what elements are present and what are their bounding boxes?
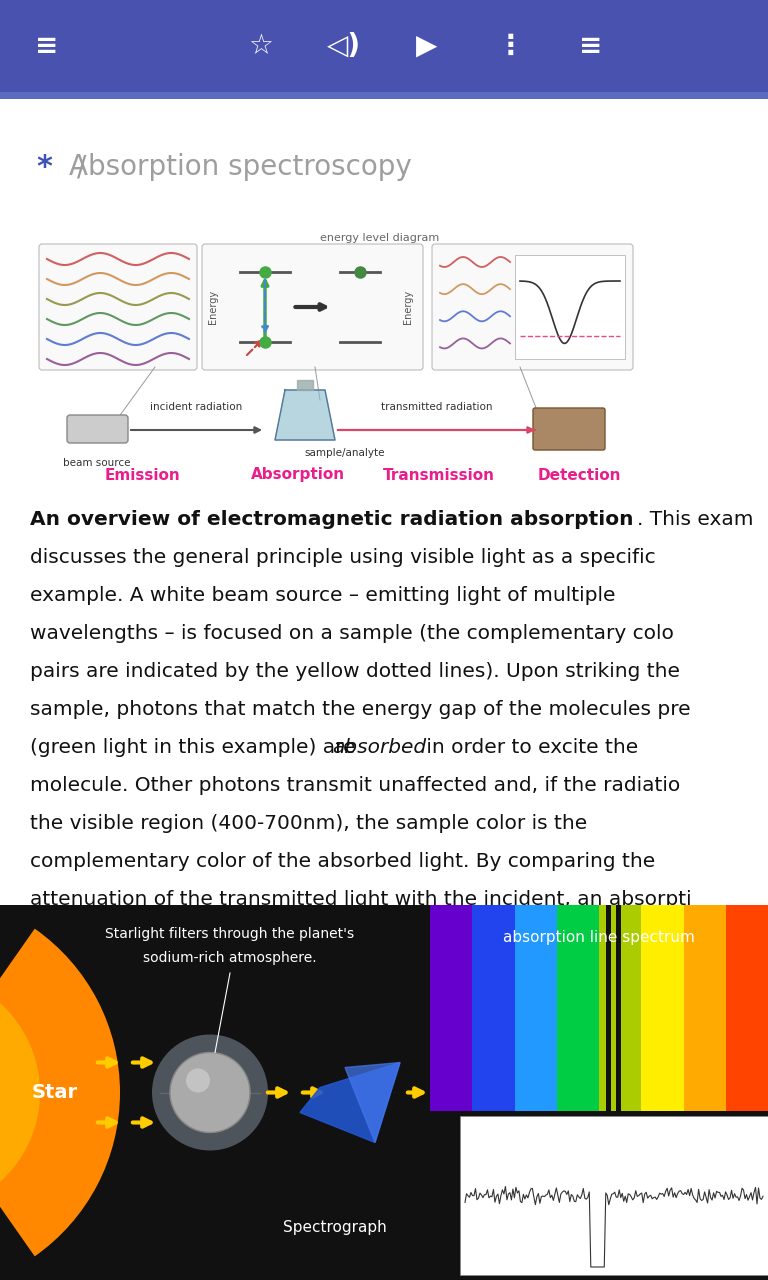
Text: ⋮: ⋮ xyxy=(496,32,524,60)
Wedge shape xyxy=(0,929,120,1257)
Polygon shape xyxy=(300,1062,400,1143)
Circle shape xyxy=(186,1069,210,1093)
Text: ≡: ≡ xyxy=(579,32,603,60)
FancyBboxPatch shape xyxy=(67,415,128,443)
Text: ◁): ◁) xyxy=(327,32,361,60)
Bar xyxy=(606,905,611,1111)
Text: example. A white beam source – emitting light of multiple: example. A white beam source – emitting … xyxy=(30,586,615,605)
Text: incident radiation: incident radiation xyxy=(150,402,242,412)
Text: sodium-rich atmosphere.: sodium-rich atmosphere. xyxy=(143,951,317,965)
Text: *: * xyxy=(36,152,52,182)
Text: in order to excite the: in order to excite the xyxy=(420,739,638,756)
Text: ▶: ▶ xyxy=(416,32,438,60)
Text: Absorption spectroscopy: Absorption spectroscopy xyxy=(68,154,412,180)
Bar xyxy=(0,0,768,92)
Text: Detection: Detection xyxy=(538,467,621,483)
FancyBboxPatch shape xyxy=(202,244,423,370)
Text: the visible region (400-700nm), the sample color is the: the visible region (400-700nm), the samp… xyxy=(30,814,588,833)
Text: absorption line spectrum: absorption line spectrum xyxy=(503,931,695,945)
Bar xyxy=(430,905,472,1111)
Bar xyxy=(515,905,557,1111)
Bar xyxy=(515,255,625,358)
Text: absorbed: absorbed xyxy=(332,739,426,756)
Text: Star: Star xyxy=(32,1083,78,1102)
Text: Absorption: Absorption xyxy=(251,467,345,483)
Text: sample, photons that match the energy gap of the molecules pre: sample, photons that match the energy ga… xyxy=(30,700,690,719)
Text: sample/analyte: sample/analyte xyxy=(305,448,386,458)
Bar xyxy=(616,905,621,1111)
Polygon shape xyxy=(275,390,335,440)
Bar xyxy=(726,905,768,1111)
Text: Transmission: Transmission xyxy=(383,467,495,483)
Bar xyxy=(684,905,726,1111)
Text: An overview of electromagnetic radiation absorption: An overview of electromagnetic radiation… xyxy=(30,509,634,529)
Bar xyxy=(460,1116,768,1275)
Text: Emission: Emission xyxy=(105,467,181,483)
Text: Starlight filters through the planet's: Starlight filters through the planet's xyxy=(105,927,355,941)
Text: molecule. Other photons transmit unaffected and, if the radiatio: molecule. Other photons transmit unaffec… xyxy=(30,776,680,795)
FancyBboxPatch shape xyxy=(533,408,605,451)
Text: Energy: Energy xyxy=(403,291,413,324)
Bar xyxy=(557,905,599,1111)
Text: spectrum can be obtained.: spectrum can be obtained. xyxy=(30,928,302,947)
Circle shape xyxy=(152,1034,268,1151)
Text: energy level diagram: energy level diagram xyxy=(320,233,439,243)
Bar xyxy=(599,905,641,1111)
Text: discusses the general principle using visible light as a specific: discusses the general principle using vi… xyxy=(30,548,656,567)
Circle shape xyxy=(170,1052,250,1133)
Text: attenuation of the transmitted light with the incident, an absorpti: attenuation of the transmitted light wit… xyxy=(30,890,692,909)
Text: transmitted radiation: transmitted radiation xyxy=(381,402,493,412)
Bar xyxy=(0,905,768,1280)
Text: ☆: ☆ xyxy=(249,32,273,60)
Text: wavelengths – is focused on a sample (the complementary colo: wavelengths – is focused on a sample (th… xyxy=(30,623,674,643)
Text: Energy: Energy xyxy=(208,291,218,324)
FancyBboxPatch shape xyxy=(39,244,197,370)
FancyBboxPatch shape xyxy=(432,244,633,370)
Text: (green light in this example) are: (green light in this example) are xyxy=(30,739,362,756)
Text: . This exam: . This exam xyxy=(637,509,753,529)
Text: pairs are indicated by the yellow dotted lines). Upon striking the: pairs are indicated by the yellow dotted… xyxy=(30,662,680,681)
Text: complementary color of the absorbed light. By comparing the: complementary color of the absorbed ligh… xyxy=(30,852,655,870)
Bar xyxy=(472,905,515,1111)
Wedge shape xyxy=(0,995,40,1190)
Polygon shape xyxy=(345,1062,400,1143)
Text: Spectrograph: Spectrograph xyxy=(283,1220,387,1235)
Bar xyxy=(0,92,768,99)
Text: ≡: ≡ xyxy=(35,32,58,60)
Bar xyxy=(641,905,684,1111)
Text: /: / xyxy=(78,154,87,180)
Polygon shape xyxy=(297,380,313,390)
Text: beam source: beam source xyxy=(63,458,131,468)
